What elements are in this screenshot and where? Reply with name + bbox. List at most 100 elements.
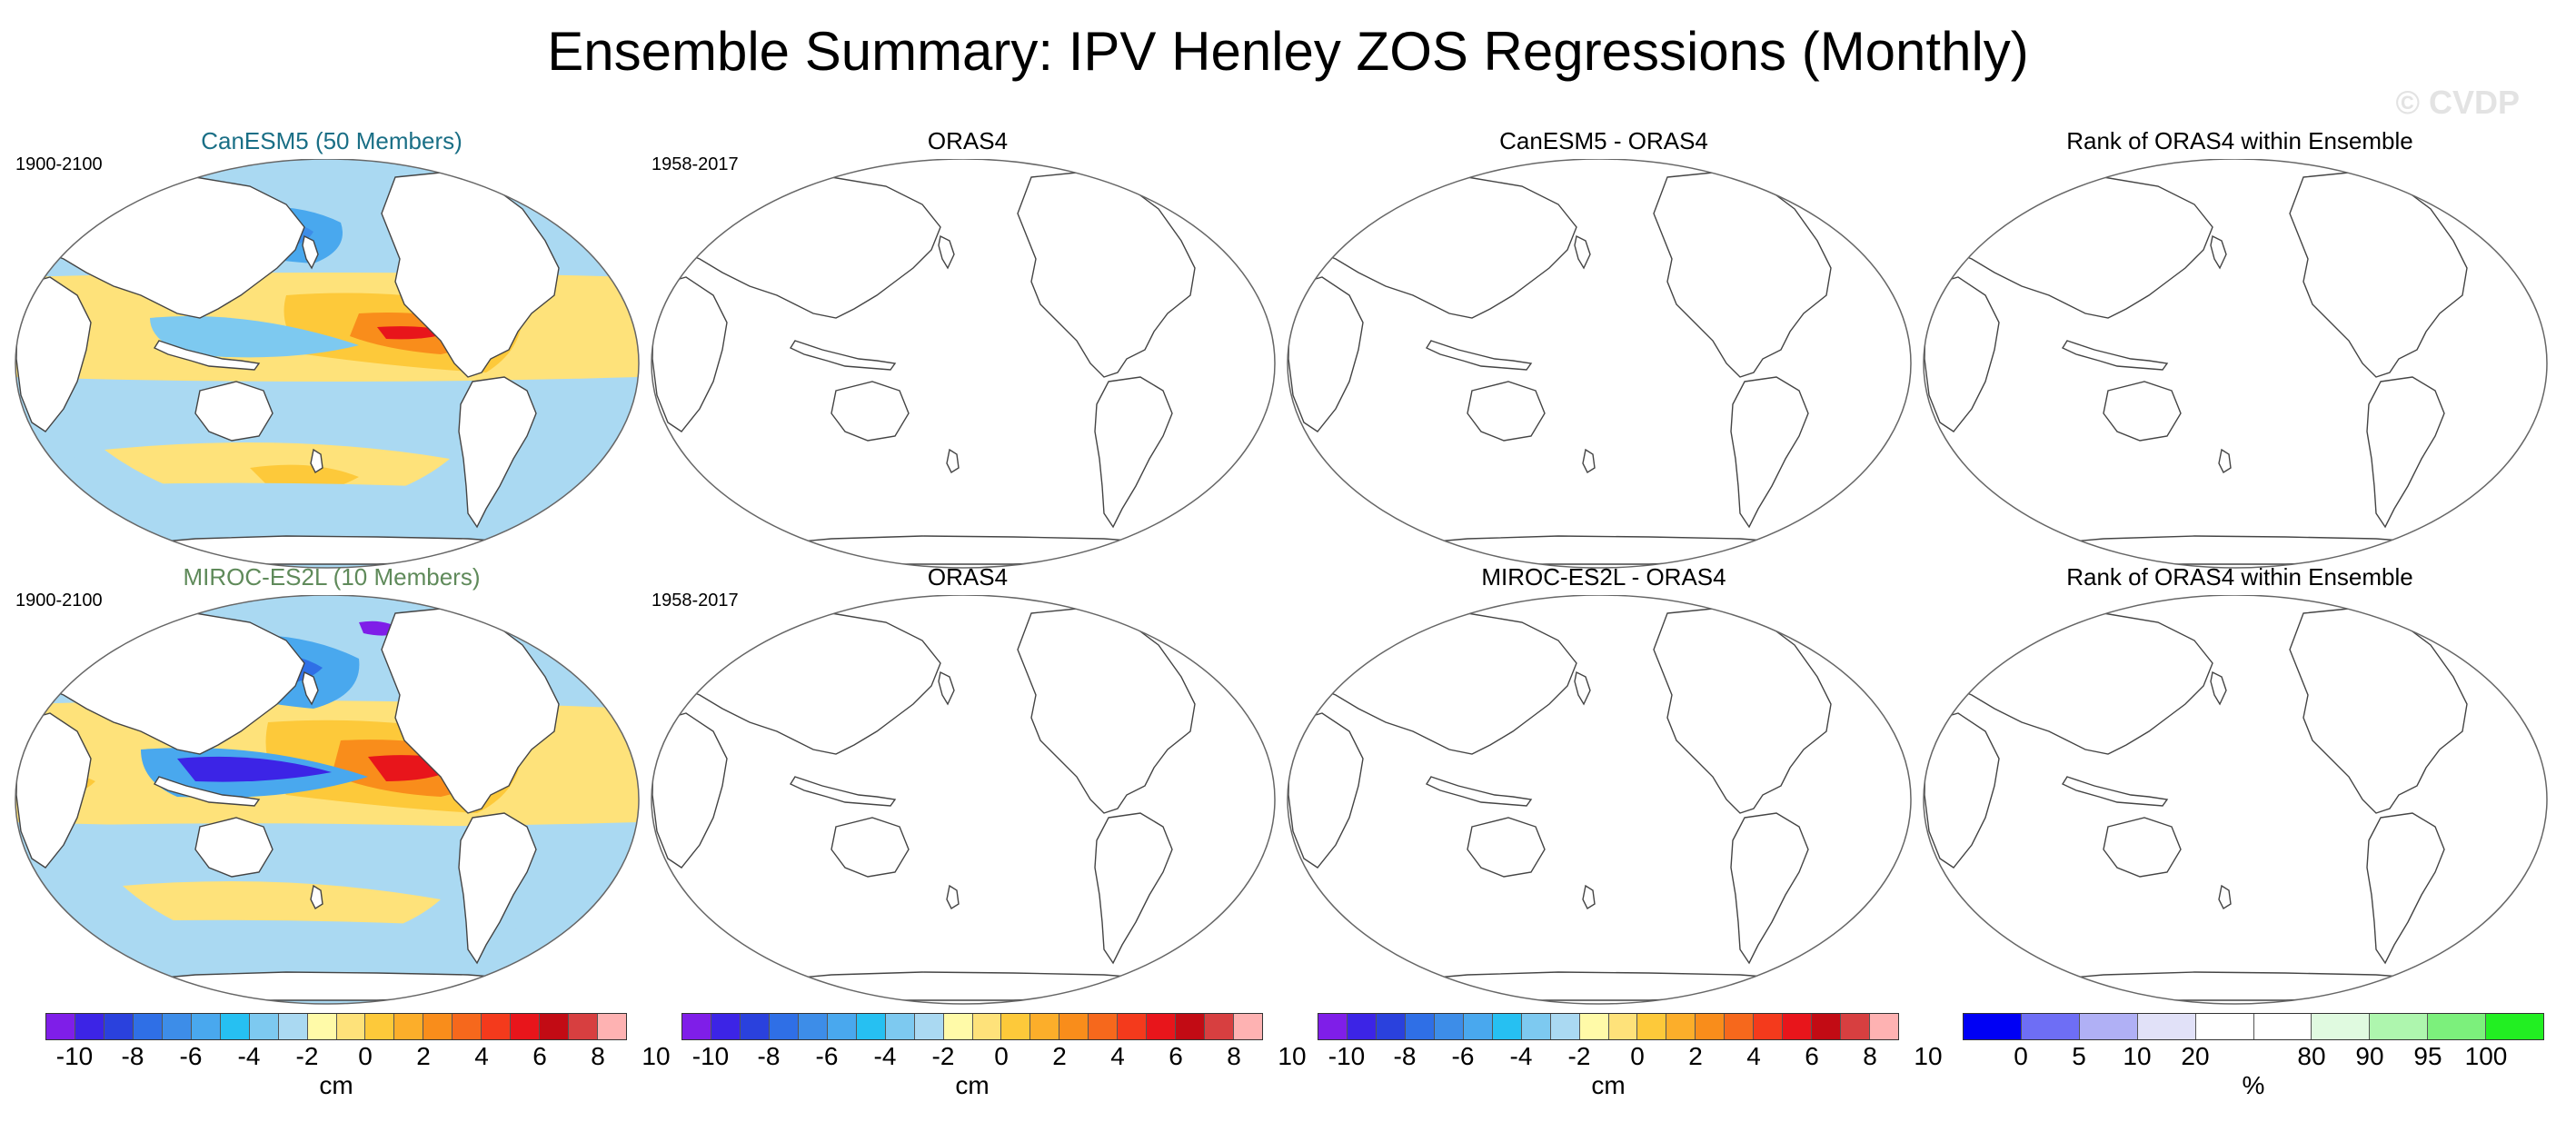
continent-north-america: [1653, 172, 1832, 378]
colorbar-swatch: [1001, 1014, 1031, 1039]
panel-title: ORAS4: [927, 563, 1009, 591]
panel-title: CanESM5 - ORAS4: [1499, 127, 1708, 154]
continent-indonesia: [789, 340, 897, 371]
continent-new-zealand: [2218, 448, 2232, 474]
continent-new-zealand: [310, 884, 323, 910]
regression-contour: [68, 482, 586, 531]
colorbar-tick-label: 0: [1630, 1042, 1645, 1070]
continent-asia-europe: [1289, 176, 1577, 319]
panel-title: MIROC-ES2L (10 Members): [183, 563, 481, 591]
map-border: [1287, 159, 1912, 569]
zos-colorbar: -10 -8 -6 -4 -2 0 2 4 6 8 10 cm: [45, 1013, 671, 1122]
panel-title: CanESM5 (50 Members): [201, 127, 462, 154]
continent-australia: [194, 381, 274, 442]
colorbar-swatch: [336, 1014, 366, 1039]
colorbar-tick-label: 80: [2297, 1042, 2326, 1070]
cvdp-watermark: © CVDP: [2395, 84, 2520, 121]
colorbar-swatch: [162, 1014, 192, 1039]
colorbar-tick-label: 5: [2072, 1042, 2086, 1070]
colorbar-swatch: [511, 1014, 541, 1039]
continent-africa: [15, 712, 92, 869]
colorbar-tick-label: -4: [873, 1042, 897, 1070]
colorbar-tick-label: 10: [2123, 1042, 2152, 1070]
colorbar-swatch: [943, 1014, 973, 1039]
colorbar-swatch: [540, 1014, 570, 1039]
map-border: [1287, 595, 1912, 1005]
colorbar-swatch: [1666, 1014, 1696, 1039]
colorbar-tick-label: 4: [474, 1042, 489, 1070]
colorbar-tick-label: -6: [815, 1042, 839, 1070]
continent-new-zealand: [946, 884, 960, 910]
colorbar-tick-label: -6: [1451, 1042, 1475, 1070]
colorbar-swatch: [1783, 1014, 1813, 1039]
colorbar-swatch: [423, 1014, 453, 1039]
map-panel-r2-c1: MIROC-ES2L (10 Members) 1900-2100: [14, 563, 650, 1036]
colorbar-swatch: [1434, 1014, 1464, 1039]
map-border: [15, 595, 640, 1005]
colorbar-swatch: [278, 1014, 308, 1039]
colorbar-tick-label: 4: [1746, 1042, 1761, 1070]
continent-antarctica: [121, 971, 542, 1001]
continent-australia: [2103, 381, 2182, 442]
continent-north-america: [1653, 608, 1832, 814]
colorbar-swatch: [1579, 1014, 1609, 1039]
colorbar-units: cm: [955, 1071, 990, 1099]
colorbar-swatch: [914, 1014, 944, 1039]
colorbar-units: cm: [1591, 1071, 1626, 1099]
colorbar-swatch: [972, 1014, 1002, 1039]
world-map: [15, 595, 640, 1005]
continent-antarctica: [2029, 535, 2451, 565]
continent-antarctica: [121, 535, 542, 565]
continent-japan: [1574, 670, 1591, 706]
colorbar-swatch: [2079, 1014, 2138, 1039]
colorbar-tick-label: -2: [1567, 1042, 1591, 1070]
continent-north-america: [1017, 608, 1196, 814]
colorbar-tick-label: 10: [1914, 1042, 1943, 1070]
continent-greenland: [1816, 605, 1877, 664]
map-panel-r2-c2: ORAS4 1958-2017: [650, 563, 1286, 1036]
colorbar-tick-label: -8: [121, 1042, 144, 1070]
continent-japan: [302, 670, 319, 706]
colorbar-swatch: [1637, 1014, 1667, 1039]
colorbar-swatch: [1318, 1014, 1348, 1039]
colorbar-tick-label: 2: [416, 1042, 431, 1070]
continent-north-america: [381, 172, 560, 378]
colorbar-swatch: [46, 1014, 75, 1039]
colorbar-tick-label: 0: [358, 1042, 373, 1070]
colorbar-swatch: [1725, 1014, 1755, 1039]
continent-africa: [1288, 712, 1364, 869]
map-border: [1923, 595, 2548, 1005]
colorbar-swatch: [453, 1014, 482, 1039]
continent-south-america: [2366, 812, 2445, 965]
colorbar-swatch: [682, 1014, 711, 1039]
continent-indonesia: [2061, 776, 2169, 807]
continent-greenland: [544, 605, 605, 664]
world-map: [1287, 595, 1912, 1005]
colorbar-tick-label: -2: [295, 1042, 319, 1070]
colorbar-swatch: [191, 1014, 221, 1039]
colorbar-swatch: [1347, 1014, 1377, 1039]
rank-colorbar: 0 5 10 20 80 90 95 100%: [1963, 1013, 2544, 1122]
continent-antarctica: [757, 971, 1179, 1001]
colorbar-swatch: [1205, 1014, 1235, 1039]
continent-north-america: [381, 608, 560, 814]
colorbar-swatch: [711, 1014, 741, 1039]
continent-antarctica: [1393, 535, 1815, 565]
continent-greenland: [2452, 169, 2513, 228]
period-label: 1900-2100: [15, 154, 103, 174]
map-panel-r1-c2: ORAS4 1958-2017: [650, 127, 1286, 600]
regression-contour: [68, 919, 586, 968]
colorbar-tick-label: 90: [2355, 1042, 2384, 1070]
colorbar-swatch: [394, 1014, 424, 1039]
continent-new-zealand: [1582, 884, 1596, 910]
continent-australia: [830, 381, 910, 442]
world-map: [651, 159, 1276, 569]
colorbar-tick-label: 8: [1227, 1042, 1241, 1070]
colorbar-swatch: [1463, 1014, 1493, 1039]
continent-south-america: [1094, 376, 1173, 529]
continent-australia: [1467, 817, 1546, 878]
continent-north-america: [1017, 172, 1196, 378]
colorbar-tick-label: 10: [642, 1042, 671, 1070]
continent-africa: [651, 712, 728, 869]
colorbar-swatch: [2137, 1014, 2196, 1039]
